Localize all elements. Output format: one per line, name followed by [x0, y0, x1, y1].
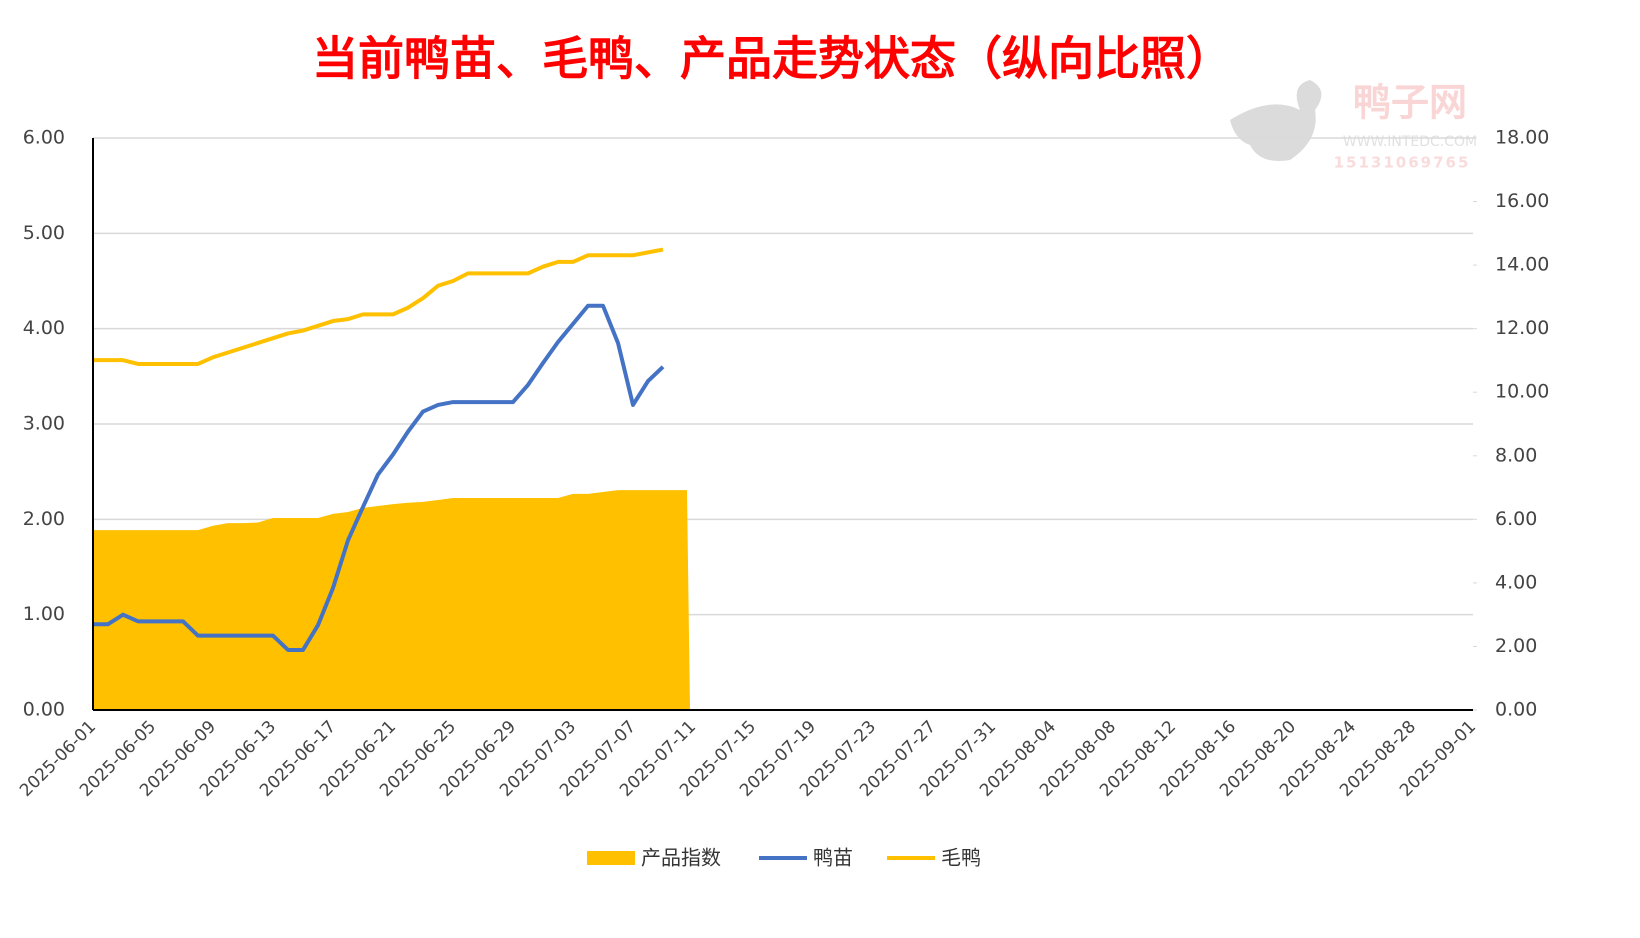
y-tick-label: 2.00 — [23, 508, 65, 530]
y-tick-label: 5.00 — [23, 222, 65, 244]
watermark-phone: 15131069765 — [1334, 154, 1471, 172]
y2-tick-label: 18.00 — [1495, 127, 1549, 149]
y-tick-label: 0.00 — [23, 699, 65, 721]
y2-tick-label: 0.00 — [1495, 699, 1537, 721]
watermark-name: 鸭子网 — [1353, 81, 1467, 125]
y-tick-label: 6.00 — [23, 127, 65, 149]
line — [93, 247, 664, 366]
y2-tick-label: 6.00 — [1495, 508, 1537, 530]
y2-tick-label: 4.00 — [1495, 571, 1537, 593]
y2-tick-label: 16.00 — [1495, 190, 1549, 212]
y2-tick-label: 12.00 — [1495, 317, 1549, 339]
y-tick-label: 3.00 — [23, 413, 65, 435]
chart-title: 当前鸭苗、毛鸭、产品走势状态（纵向比照） — [312, 32, 1232, 86]
y-tick-label: 1.00 — [23, 603, 65, 625]
legend-label: 产品指数 — [641, 846, 721, 870]
watermark-site: WWW.INTEDC.COM — [1343, 134, 1477, 150]
area — [93, 490, 690, 710]
legend-label: 鸭苗 — [813, 846, 853, 870]
y2-tick-label: 2.00 — [1495, 635, 1537, 657]
line — [93, 303, 665, 652]
y2-tick-label: 8.00 — [1495, 444, 1537, 466]
y2-tick-label: 10.00 — [1495, 381, 1549, 403]
y2-tick-label: 14.00 — [1495, 254, 1549, 276]
legend-label: 毛鸭 — [941, 846, 981, 870]
legend-swatch — [587, 851, 635, 865]
watermark-logo — [1230, 80, 1322, 161]
y-tick-label: 4.00 — [23, 317, 65, 339]
watermark: 鸭子网 WWW.INTEDC.COM 15131069765 — [1230, 80, 1477, 172]
